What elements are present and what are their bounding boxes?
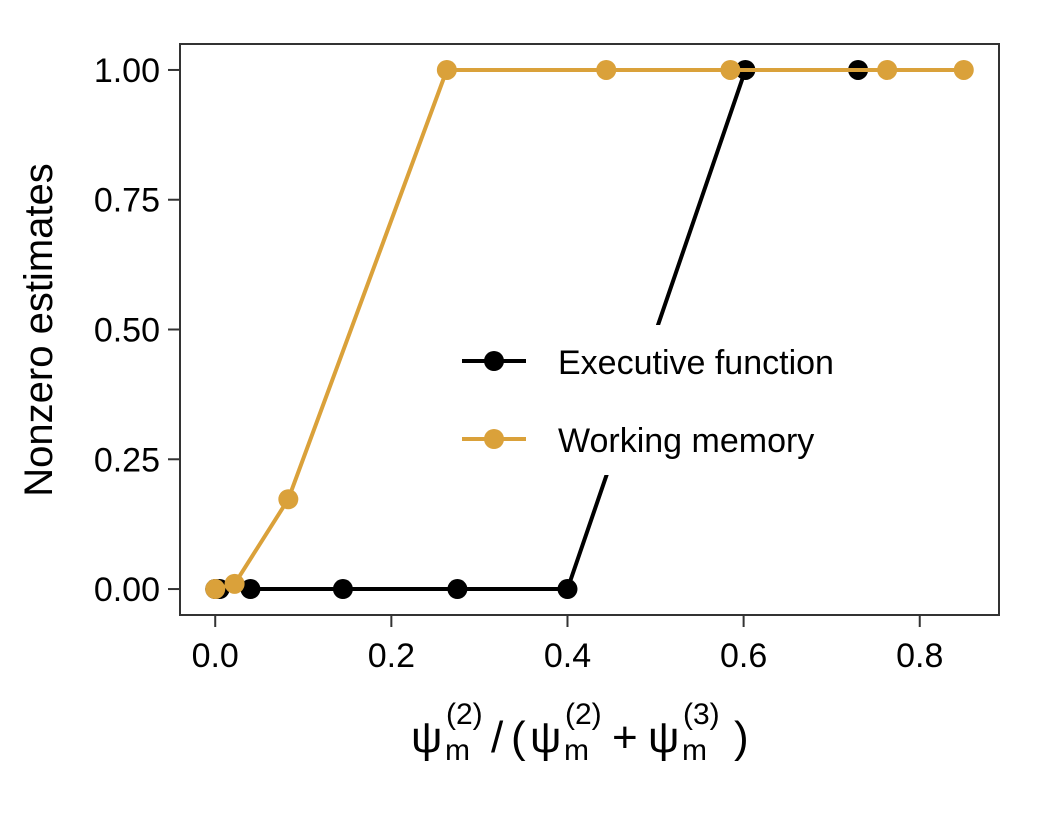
legend-background (452, 325, 872, 475)
x-title-sup-3: (3) (683, 698, 720, 731)
data-point-working-memory (877, 59, 898, 80)
legend-key-point-working-memory (484, 429, 504, 449)
x-tick-label: 0.6 (720, 637, 767, 675)
x-title-psi-2: ψ (530, 713, 561, 762)
x-tick-label: 0.8 (896, 637, 943, 675)
data-point-working-memory (278, 489, 299, 510)
x-title-plus: + (612, 713, 638, 762)
y-tick-label: 0.00 (94, 571, 160, 609)
data-point-executive-function (240, 579, 261, 600)
legend-key-point-executive-function (484, 351, 504, 371)
data-point-working-memory (720, 59, 741, 80)
y-tick-label: 0.25 (94, 441, 160, 479)
x-tick-label: 0.2 (368, 637, 415, 675)
x-title-sup-1: (2) (446, 698, 483, 731)
x-title-open-paren: ( (511, 713, 526, 762)
data-point-working-memory (205, 579, 226, 600)
x-tick-label: 0.0 (192, 637, 239, 675)
x-tick-label: 0.4 (544, 637, 591, 675)
x-title-psi-1: ψ (411, 713, 442, 762)
data-point-executive-function (332, 579, 353, 600)
legend-label-executive-function: Executive function (558, 344, 834, 382)
data-point-working-memory (596, 59, 617, 80)
y-axis: 0.00 0.25 0.50 0.75 1.00 (94, 52, 180, 609)
x-axis-title: ψ (2) m / ( ψ (2) m + ψ (3) m ) (411, 698, 749, 767)
x-title-psi-3: ψ (648, 713, 679, 762)
x-title-close-paren: ) (734, 713, 749, 762)
x-title-sub-2: m (564, 734, 589, 767)
x-title-sup-2: (2) (565, 698, 602, 731)
legend: Executive function Working memory (452, 325, 872, 475)
data-point-executive-function (557, 579, 578, 600)
y-tick-label: 0.75 (94, 182, 160, 220)
data-point-working-memory (953, 59, 974, 80)
x-title-sub-1: m (445, 734, 470, 767)
x-title-slash: / (491, 713, 504, 762)
legend-label-working-memory: Working memory (558, 422, 814, 460)
y-tick-label: 0.50 (94, 312, 160, 350)
y-axis-title: Nonzero estimates (17, 163, 61, 496)
data-point-executive-function (447, 579, 468, 600)
x-title-sub-3: m (682, 734, 707, 767)
y-tick-label: 1.00 (94, 52, 160, 90)
data-point-working-memory (436, 59, 457, 80)
x-axis: 0.0 0.2 0.4 0.6 0.8 (192, 615, 943, 675)
series-layer (205, 59, 974, 600)
series-line-working-memory (214, 68, 964, 591)
data-point-working-memory (224, 573, 245, 594)
